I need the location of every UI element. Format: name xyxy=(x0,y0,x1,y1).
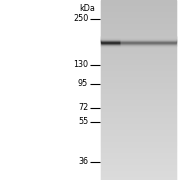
Text: 55: 55 xyxy=(78,117,88,126)
Text: 36: 36 xyxy=(78,158,88,166)
Text: 250: 250 xyxy=(73,14,88,23)
Text: kDa: kDa xyxy=(80,4,95,13)
Text: 95: 95 xyxy=(78,79,88,88)
Text: 130: 130 xyxy=(73,60,88,69)
Text: 72: 72 xyxy=(78,103,88,112)
